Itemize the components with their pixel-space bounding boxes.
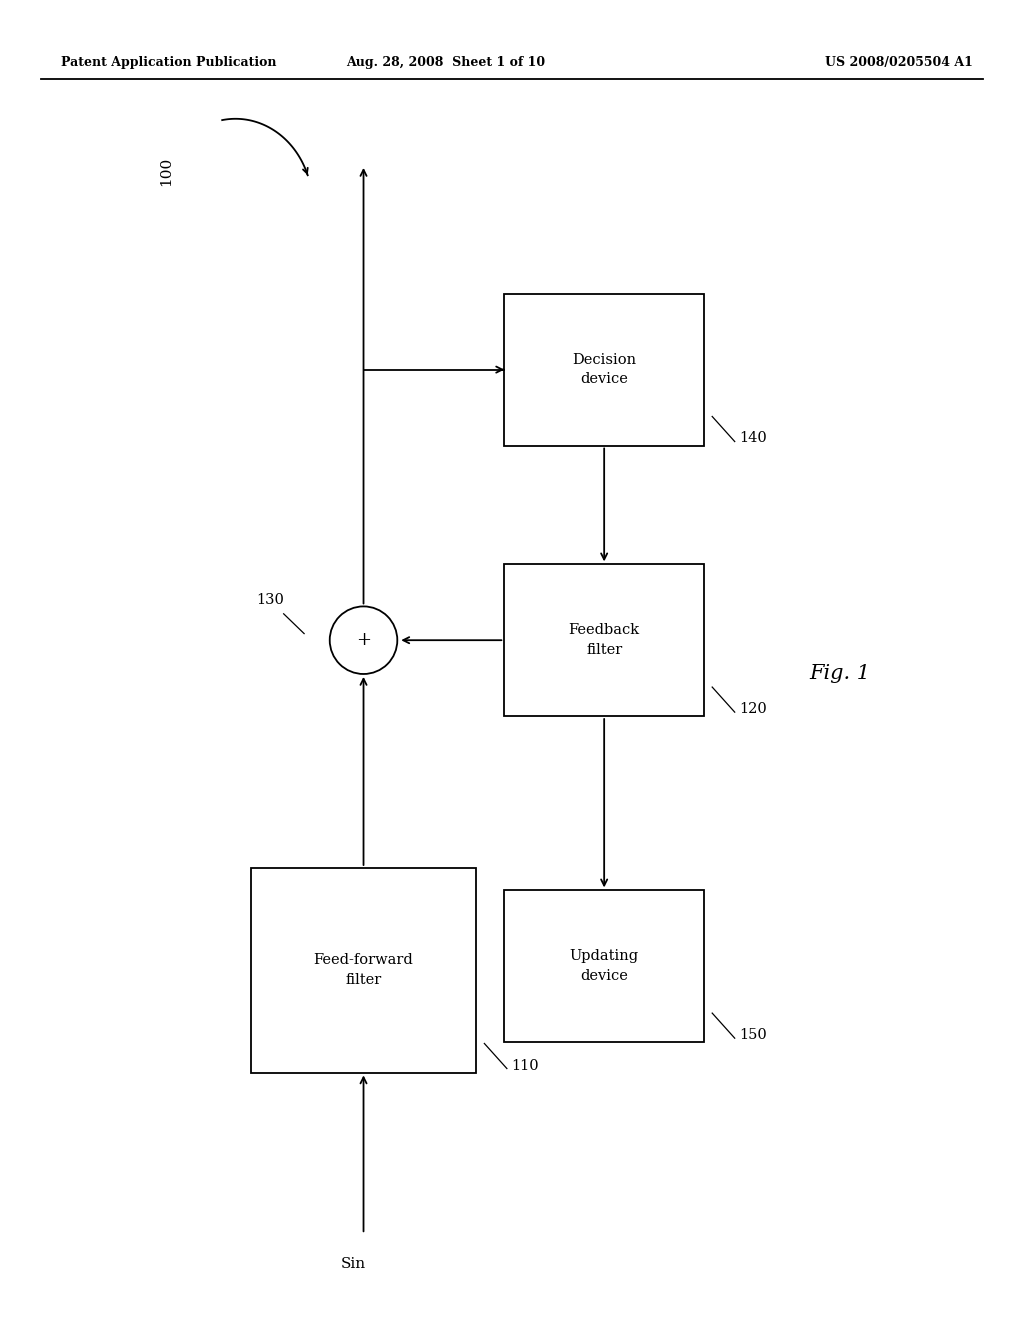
Text: 150: 150 <box>739 1028 767 1043</box>
Text: 140: 140 <box>739 432 767 446</box>
Text: US 2008/0205504 A1: US 2008/0205504 A1 <box>825 55 973 69</box>
Bar <box>504 891 705 1043</box>
Text: 100: 100 <box>159 157 173 186</box>
Bar <box>504 294 705 446</box>
Text: Feedback
filter: Feedback filter <box>568 623 640 657</box>
Text: +: + <box>356 631 371 649</box>
Ellipse shape <box>330 606 397 675</box>
Text: 110: 110 <box>511 1059 539 1072</box>
Bar <box>251 869 476 1072</box>
Text: Patent Application Publication: Patent Application Publication <box>61 55 276 69</box>
Text: Decision
device: Decision device <box>572 352 636 387</box>
Text: 130: 130 <box>256 593 285 607</box>
Text: Fig. 1: Fig. 1 <box>809 664 870 682</box>
Text: Updating
device: Updating device <box>569 949 639 983</box>
Bar <box>504 565 705 715</box>
Text: Feed-forward
filter: Feed-forward filter <box>313 953 414 987</box>
Text: 120: 120 <box>739 702 767 715</box>
Text: Aug. 28, 2008  Sheet 1 of 10: Aug. 28, 2008 Sheet 1 of 10 <box>346 55 545 69</box>
Text: Sin: Sin <box>341 1257 366 1271</box>
